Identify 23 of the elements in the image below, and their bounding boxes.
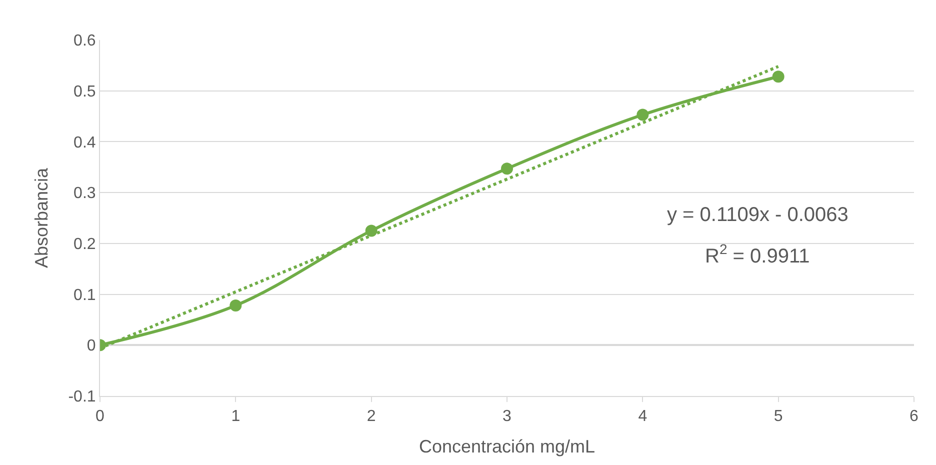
y-tick-label: 0.1 xyxy=(74,286,96,304)
y-tick-label: -0.1 xyxy=(68,388,96,406)
y-tick-label: 0.3 xyxy=(74,185,96,202)
x-tick-label: 1 xyxy=(231,408,240,426)
x-tick-label: 2 xyxy=(366,408,376,426)
x-tick-label: 5 xyxy=(774,408,783,426)
y-tick-label: 0.2 xyxy=(74,236,96,254)
y-tick-label: 0.5 xyxy=(74,83,96,100)
x-tick-label: 4 xyxy=(638,408,648,426)
y-tick-label: 0.4 xyxy=(74,134,96,152)
x-tick-label: 6 xyxy=(910,408,919,426)
point xyxy=(636,108,649,121)
point xyxy=(501,162,513,175)
y-axis-title: Absorbancia xyxy=(31,166,52,268)
annotation: y = 0.1109x - 0.0063 xyxy=(667,204,848,226)
y-tick-label: 0 xyxy=(86,338,96,355)
x-axis-title: Concentración mg/mL xyxy=(418,436,596,456)
point xyxy=(230,299,242,312)
annotation: R$^{2}$ = 0.9911 xyxy=(705,241,810,268)
x-tick-label: 3 xyxy=(502,408,512,426)
y-tick-label: 0.6 xyxy=(74,32,96,50)
point xyxy=(365,224,378,237)
point xyxy=(772,70,784,83)
